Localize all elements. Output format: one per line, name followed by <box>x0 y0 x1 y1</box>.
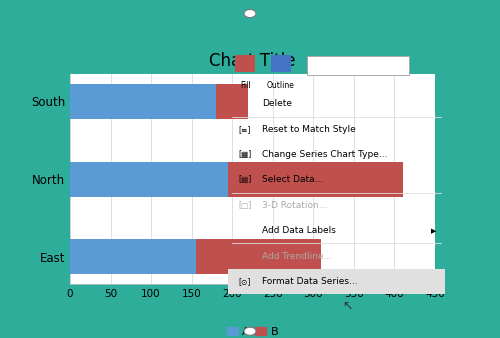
Text: Delete: Delete <box>262 99 292 108</box>
Text: ▶: ▶ <box>431 228 436 234</box>
Text: ▼: ▼ <box>400 61 406 70</box>
Text: Series 'B': Series 'B' <box>326 61 366 70</box>
Text: [⊙]: [⊙] <box>238 277 251 286</box>
Bar <box>236 55 255 70</box>
Legend: A, B: A, B <box>222 322 283 338</box>
Bar <box>70 84 216 119</box>
Text: 3-D Rotation...: 3-D Rotation... <box>262 201 328 210</box>
Text: ↖: ↖ <box>342 300 352 313</box>
FancyBboxPatch shape <box>306 56 409 75</box>
Bar <box>271 69 290 72</box>
Bar <box>70 162 228 197</box>
Text: [□]: [□] <box>238 201 252 210</box>
Text: Format Data Series...: Format Data Series... <box>262 277 358 286</box>
Bar <box>196 239 322 274</box>
Bar <box>271 55 290 70</box>
Bar <box>228 269 445 294</box>
Text: Fill: Fill <box>240 81 250 90</box>
Text: Select Data...: Select Data... <box>262 175 324 185</box>
Bar <box>70 239 196 274</box>
Title: Chart Title: Chart Title <box>209 52 296 70</box>
Text: Add Data Labels: Add Data Labels <box>262 226 336 235</box>
Text: [▤]: [▤] <box>238 175 252 185</box>
Text: [▦]: [▦] <box>238 150 252 159</box>
Text: Change Series Chart Type...: Change Series Chart Type... <box>262 150 388 159</box>
Bar <box>228 162 402 197</box>
Text: Add Trendline...: Add Trendline... <box>262 251 332 261</box>
Bar <box>236 69 255 72</box>
Text: Reset to Match Style: Reset to Match Style <box>262 125 356 134</box>
Text: [≡]: [≡] <box>238 125 251 134</box>
Bar <box>216 84 248 119</box>
Text: Outline: Outline <box>267 81 295 90</box>
